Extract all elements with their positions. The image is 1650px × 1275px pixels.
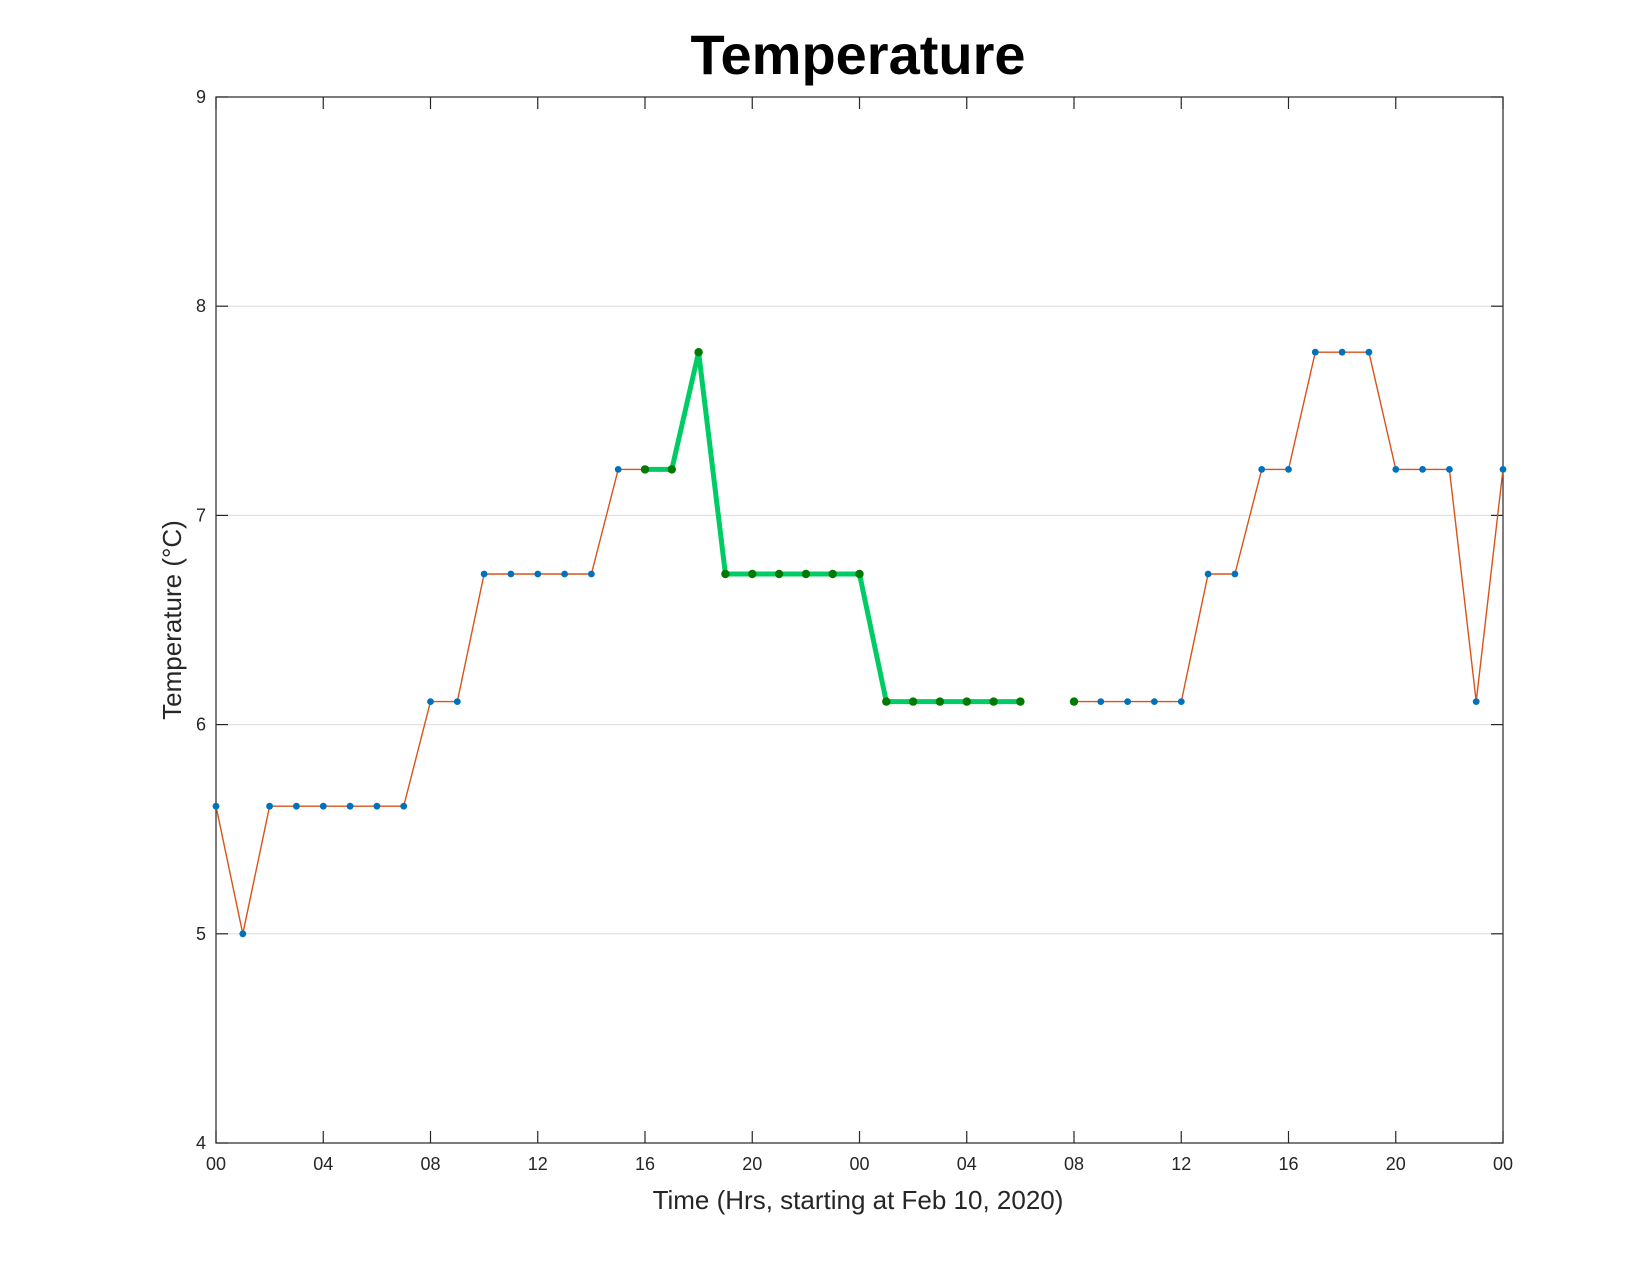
main-data-point — [507, 570, 515, 578]
main-data-point — [561, 570, 568, 578]
main-data-point — [1338, 348, 1346, 356]
x-tick-label: 08 — [420, 1154, 440, 1174]
x-tick-label: 16 — [635, 1154, 655, 1174]
main-data-point — [1097, 698, 1105, 705]
main-data-point — [319, 802, 327, 810]
main-data-point — [1311, 348, 1319, 356]
highlight-data-point — [748, 569, 757, 579]
main-data-point — [1392, 466, 1400, 473]
x-axis-label: Time (Hrs, starting at Feb 10, 2020) — [653, 1185, 1064, 1215]
highlight-data-point — [694, 348, 703, 357]
x-tick-label: 00 — [1493, 1154, 1513, 1174]
y-tick-label: 6 — [196, 715, 206, 735]
grid-lines — [216, 305, 1503, 935]
x-tick-label: 16 — [1278, 1154, 1298, 1174]
main-data-point — [1204, 570, 1212, 578]
plot-area — [215, 96, 1504, 1144]
x-tick-label: 12 — [528, 1154, 548, 1174]
main-data-point — [534, 570, 542, 578]
x-tick-label: 08 — [1064, 1154, 1084, 1174]
main-data-point — [453, 698, 461, 705]
main-data-point — [346, 802, 354, 810]
highlight-data-point — [962, 697, 971, 706]
y-tick-label: 5 — [196, 924, 206, 944]
y-tick-label: 9 — [196, 87, 206, 107]
main-data-point — [1419, 466, 1426, 473]
x-tick-labels: 00 04 08 12 16 20 00 04 08 12 16 20 00 — [206, 1154, 1513, 1174]
x-tick-label: 00 — [849, 1154, 869, 1174]
main-data-point — [427, 698, 434, 705]
main-data-point — [1124, 698, 1131, 705]
highlight-data-point — [721, 569, 730, 579]
main-data-point — [1499, 466, 1507, 473]
main-data-point — [239, 930, 247, 938]
highlight-data-point — [989, 697, 998, 706]
x-tick-label: 20 — [1386, 1154, 1406, 1174]
main-data-point — [212, 802, 220, 810]
highlight-data-point — [1069, 697, 1079, 706]
main-data-point — [1231, 570, 1239, 578]
main-data-point — [614, 466, 622, 473]
x-tick-label: 00 — [206, 1154, 226, 1174]
main-data-point — [1177, 698, 1185, 705]
highlight-data-point — [801, 569, 811, 579]
highlight-data-point — [908, 697, 918, 706]
x-tick-label: 12 — [1171, 1154, 1191, 1174]
main-data-point — [1365, 348, 1373, 356]
x-tick-label: 04 — [957, 1154, 977, 1174]
highlight-series-markers — [640, 348, 1079, 706]
main-data-point — [400, 802, 408, 810]
main-data-point — [266, 802, 273, 810]
main-data-point — [1472, 698, 1480, 705]
main-data-point — [1151, 698, 1158, 705]
y-tick-label: 8 — [196, 296, 206, 316]
highlight-data-point — [935, 697, 945, 706]
main-data-point — [293, 802, 300, 810]
axis-ticks — [215, 96, 1504, 1144]
highlight-data-point — [1016, 697, 1025, 706]
x-tick-label: 04 — [313, 1154, 333, 1174]
x-tick-label: 20 — [742, 1154, 762, 1174]
highlight-data-point — [855, 569, 864, 579]
highlight-data-point — [640, 465, 650, 474]
chart-title: Temperature — [690, 23, 1025, 86]
main-data-point — [588, 570, 595, 578]
highlight-data-point — [667, 465, 676, 474]
main-data-point — [373, 802, 381, 810]
highlight-data-point — [774, 569, 784, 579]
y-tick-label: 7 — [196, 505, 206, 525]
main-data-point — [480, 570, 488, 578]
y-axis-label: Temperature (°C) — [157, 520, 187, 720]
y-tick-label: 4 — [196, 1133, 206, 1153]
main-data-point — [1446, 466, 1453, 473]
highlight-data-point — [882, 697, 891, 706]
y-tick-labels: 4 5 6 7 8 9 — [196, 87, 206, 1153]
main-data-point — [1258, 466, 1266, 473]
highlight-data-point — [828, 569, 837, 579]
main-data-point — [1285, 466, 1292, 473]
